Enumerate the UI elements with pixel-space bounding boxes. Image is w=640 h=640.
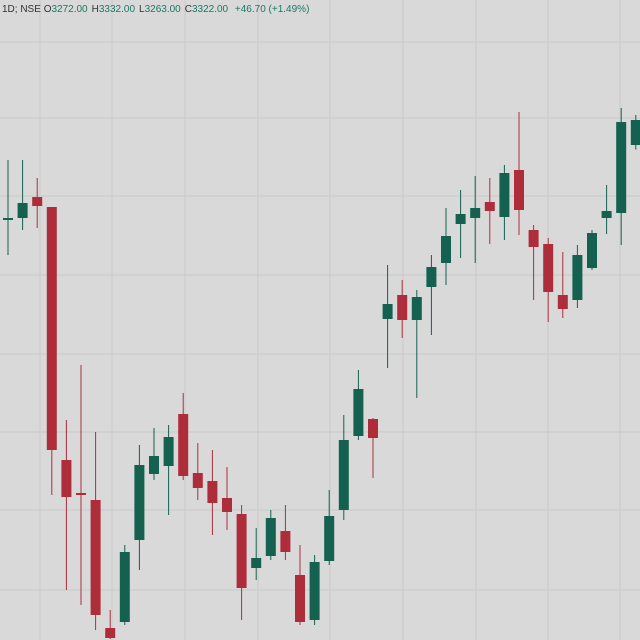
candle-body	[119, 552, 130, 622]
candle-body	[251, 558, 262, 568]
candle-body	[484, 202, 495, 211]
candle-body	[207, 481, 218, 503]
ohlc-fields: O3272.00 H3332.00 L3263.00 C3322.00	[44, 4, 232, 15]
candle-body	[134, 465, 145, 540]
field-value: 3272.00	[51, 4, 88, 15]
change: +46.70 (+1.49%)	[234, 4, 310, 15]
candle-body	[163, 437, 174, 466]
candle-body	[616, 122, 627, 213]
candle-body	[3, 218, 13, 220]
candle-body	[528, 230, 539, 247]
candle-body	[557, 295, 568, 309]
field-label: L	[139, 4, 145, 15]
candle-body	[280, 531, 291, 552]
symbol: 1D; NSE	[2, 4, 41, 15]
candle-body	[382, 304, 393, 319]
candle-body	[601, 211, 612, 218]
candle-body	[587, 233, 597, 268]
candle-body	[426, 267, 437, 287]
candle-body	[397, 295, 408, 320]
candle-body	[222, 498, 232, 512]
candle-body	[499, 173, 510, 217]
candle-body	[149, 456, 159, 474]
candle-body	[236, 514, 247, 588]
candle-body	[572, 255, 583, 300]
field-label: C	[184, 4, 192, 15]
candle-body	[17, 203, 28, 218]
candle-body	[265, 518, 276, 556]
candle-body	[411, 297, 422, 320]
field-value: 3332.00	[98, 4, 136, 15]
candle-body	[514, 170, 524, 210]
candle-body	[178, 414, 189, 476]
candle-body	[90, 500, 101, 615]
candle-body	[46, 207, 57, 450]
candle-body	[295, 575, 305, 622]
field-value: 3263.00	[144, 4, 181, 15]
candle-body	[470, 208, 481, 218]
candle-body	[61, 460, 72, 497]
candle-body	[630, 120, 640, 145]
field-value: 3322.00	[191, 4, 229, 15]
candle-body	[32, 197, 43, 206]
candle-body	[353, 389, 364, 436]
candle-body	[192, 473, 203, 488]
field-label: H	[91, 4, 99, 15]
candle-body	[309, 562, 320, 620]
candle-body	[324, 516, 335, 561]
ohlc-header: 1D; NSE O3272.00 H3332.00 L3263.00 C3322.00…	[2, 4, 313, 15]
field-label: O	[43, 4, 52, 15]
candle-body	[368, 419, 378, 438]
candle-body	[441, 236, 451, 263]
candle-body	[455, 214, 466, 224]
candle-body	[338, 440, 349, 510]
candle-body	[76, 493, 86, 495]
candle-body	[105, 628, 116, 638]
candle-body	[543, 244, 554, 292]
